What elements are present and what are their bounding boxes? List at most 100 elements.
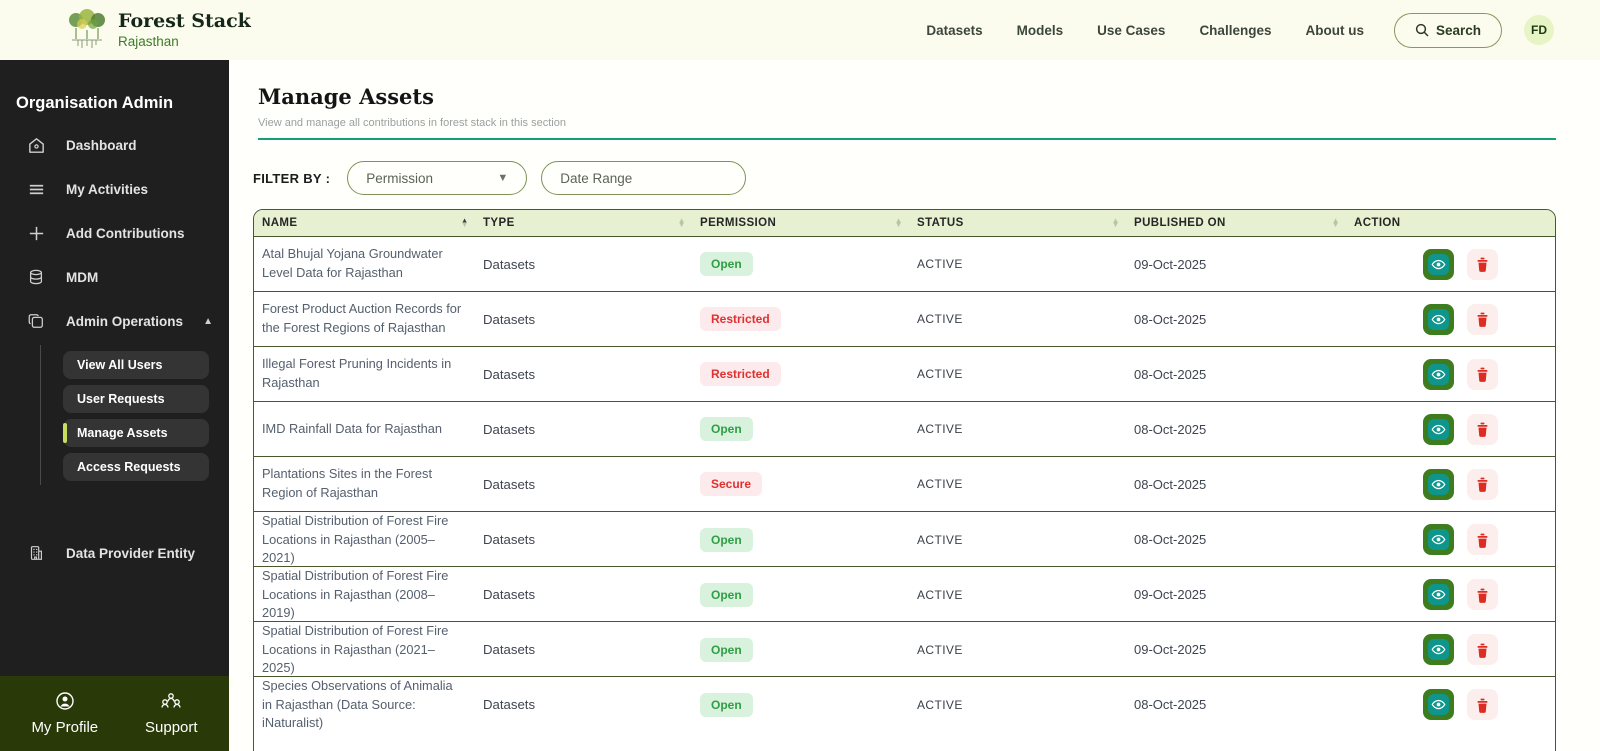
sort-control[interactable]: ▲ ▼ xyxy=(677,215,686,229)
top-navbar: Forest Stack Rajasthan Datasets Models U… xyxy=(0,0,1600,60)
view-button[interactable] xyxy=(1423,524,1454,556)
sidebar-item-data-provider-entity[interactable]: Data Provider Entity xyxy=(0,531,229,575)
sort-control[interactable]: ▲ ▼ xyxy=(1331,215,1340,229)
eye-icon xyxy=(1428,253,1449,275)
permission-badge: Restricted xyxy=(700,362,781,386)
asset-permission-cell: Open xyxy=(692,692,909,717)
support-button[interactable]: Support xyxy=(145,691,198,736)
permission-badge: Open xyxy=(700,692,753,717)
trash-icon xyxy=(1475,311,1490,327)
sidebar-item-label: My Activities xyxy=(66,181,149,197)
view-button[interactable] xyxy=(1423,634,1454,666)
asset-type: Datasets xyxy=(483,476,536,492)
sort-control[interactable]: ▲ ▼ xyxy=(460,215,469,229)
delete-button[interactable] xyxy=(1467,579,1498,611)
asset-permission-cell: Secure xyxy=(692,472,909,496)
nav-link-models[interactable]: Models xyxy=(1016,22,1064,38)
brand-text: Forest Stack Rajasthan xyxy=(118,10,251,49)
nav-link-use-cases[interactable]: Use Cases xyxy=(1097,22,1166,38)
date-range-filter-input[interactable]: Date Range xyxy=(541,161,747,195)
asset-name: Spatial Distribution of Forest Fire Loca… xyxy=(262,513,449,566)
trash-icon xyxy=(1475,532,1490,548)
view-button[interactable] xyxy=(1423,248,1454,280)
sidebar-subitem-view-all-users[interactable]: View All Users xyxy=(63,351,209,379)
sort-control[interactable]: ▲ ▼ xyxy=(894,215,903,229)
chevron-up-icon[interactable]: ▲ xyxy=(203,315,213,327)
permission-badge: Open xyxy=(700,417,753,441)
sidebar-item-add-contributions[interactable]: Add Contributions xyxy=(0,211,229,255)
table-header-row: NAME ▲ ▼ TYPE ▲ ▼ PERMISSION ▲ ▼ STATUS ▲ ▼ … xyxy=(254,210,1555,237)
view-button[interactable] xyxy=(1423,689,1454,721)
sidebar-item-my-activities[interactable]: My Activities xyxy=(0,167,229,211)
table-row-partial xyxy=(254,732,1555,751)
asset-actions xyxy=(1346,524,1555,556)
nav-link-datasets[interactable]: Datasets xyxy=(926,22,983,38)
asset-status: ACTIVE xyxy=(917,257,963,271)
delete-button[interactable] xyxy=(1467,634,1498,666)
delete-button[interactable] xyxy=(1467,689,1498,721)
delete-button[interactable] xyxy=(1467,358,1498,390)
delete-button[interactable] xyxy=(1467,248,1498,280)
search-button-label: Search xyxy=(1435,22,1481,38)
search-icon xyxy=(1415,23,1429,37)
delete-button[interactable] xyxy=(1467,303,1498,335)
asset-name: Spatial Distribution of Forest Fire Loca… xyxy=(262,568,449,621)
avatar[interactable]: FD xyxy=(1524,15,1554,45)
sidebar-subitem-access-requests[interactable]: Access Requests xyxy=(63,453,209,481)
trash-icon xyxy=(1475,256,1490,272)
asset-name: IMD Rainfall Data for Rajasthan xyxy=(262,420,442,436)
asset-permission-cell: Open xyxy=(692,637,909,662)
asset-type: Datasets xyxy=(483,421,536,437)
sort-control[interactable]: ▲ ▼ xyxy=(1111,215,1120,229)
sidebar-subitem-user-requests[interactable]: User Requests xyxy=(63,385,209,413)
view-button[interactable] xyxy=(1423,579,1454,611)
view-button[interactable] xyxy=(1423,413,1454,445)
my-profile-button[interactable]: My Profile xyxy=(31,691,98,736)
view-button[interactable] xyxy=(1423,303,1454,335)
person-icon xyxy=(55,691,75,716)
chevron-down-icon: ▼ xyxy=(497,172,509,184)
table-body: Atal Bhujal Yojana Groundwater Level Dat… xyxy=(254,237,1555,732)
sidebar-item-admin-operations[interactable]: Admin Operations ▲ xyxy=(0,299,229,343)
asset-published-date: 08-Oct-2025 xyxy=(1134,366,1207,382)
permission-badge: Open xyxy=(700,637,753,662)
asset-published-date: 09-Oct-2025 xyxy=(1134,642,1207,658)
asset-status: ACTIVE xyxy=(917,422,963,436)
eye-icon xyxy=(1428,308,1449,330)
view-button[interactable] xyxy=(1423,468,1454,500)
delete-button[interactable] xyxy=(1467,468,1498,500)
nav-link-about-us[interactable]: About us xyxy=(1305,22,1364,38)
permission-badge: Open xyxy=(700,527,753,552)
asset-status: ACTIVE xyxy=(917,312,963,326)
asset-name: Illegal Forest Pruning Incidents in Raja… xyxy=(262,356,452,390)
asset-type: Datasets xyxy=(483,532,536,548)
support-label: Support xyxy=(145,719,198,736)
asset-permission-cell: Open xyxy=(692,252,909,276)
column-header-status: STATUS ▲ ▼ xyxy=(909,210,1126,236)
permission-filter-dropdown[interactable]: Permission ▼ xyxy=(347,161,528,195)
column-header-action: ACTION xyxy=(1346,210,1555,236)
asset-actions xyxy=(1346,634,1555,666)
delete-button[interactable] xyxy=(1467,524,1498,556)
eye-icon xyxy=(1428,363,1449,385)
asset-published-date: 08-Oct-2025 xyxy=(1134,311,1207,327)
search-button[interactable]: Search xyxy=(1393,12,1502,48)
column-header-label: PUBLISHED ON xyxy=(1134,217,1226,229)
sidebar-item-mdm[interactable]: MDM xyxy=(0,255,229,299)
page-title: Manage Assets xyxy=(258,84,434,109)
sidebar-item-dashboard[interactable]: Dashboard xyxy=(0,123,229,167)
view-button[interactable] xyxy=(1423,358,1454,390)
asset-permission-cell: Open xyxy=(692,417,909,441)
trash-icon xyxy=(1475,697,1490,713)
delete-button[interactable] xyxy=(1467,413,1498,445)
column-header-label: TYPE xyxy=(483,217,515,229)
asset-type: Datasets xyxy=(483,587,536,603)
asset-permission-cell: Open xyxy=(692,527,909,552)
asset-name: Spatial Distribution of Forest Fire Loca… xyxy=(262,623,449,676)
table-row: IMD Rainfall Data for Rajasthan Datasets… xyxy=(254,402,1555,457)
brand[interactable]: Forest Stack Rajasthan xyxy=(66,6,251,55)
nav-link-challenges[interactable]: Challenges xyxy=(1199,22,1272,38)
sidebar: Organisation Admin Dashboard My Activiti… xyxy=(0,60,229,751)
sidebar-subitem-manage-assets[interactable]: Manage Assets xyxy=(63,419,209,447)
assets-table: NAME ▲ ▼ TYPE ▲ ▼ PERMISSION ▲ ▼ STATUS ▲ ▼ … xyxy=(253,209,1556,751)
